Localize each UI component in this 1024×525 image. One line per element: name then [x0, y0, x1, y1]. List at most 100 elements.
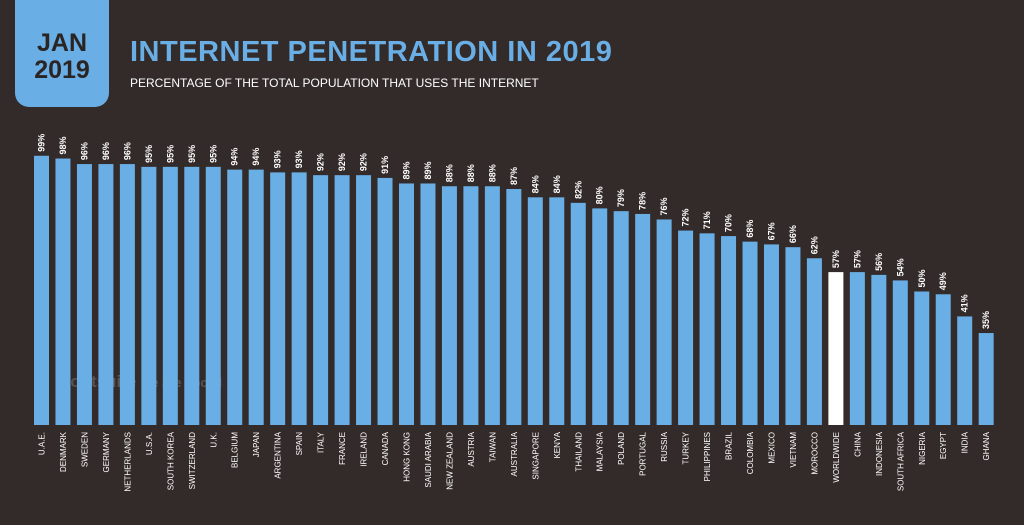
chart-subtitle: PERCENTAGE OF THE TOTAL POPULATION THAT …: [130, 76, 539, 90]
category-label: CHINA: [853, 431, 862, 457]
category-label: DENMARK: [59, 431, 68, 472]
data-label: 93%: [273, 150, 283, 168]
bar: [785, 247, 801, 425]
badge-month: JAN: [36, 28, 87, 57]
bar: [484, 186, 500, 425]
category-label: JAPAN: [252, 432, 261, 457]
data-label: 98%: [58, 137, 68, 155]
category-label: INDIA: [961, 431, 970, 453]
bar: [34, 155, 49, 425]
category-label: SPAIN: [295, 432, 304, 456]
bar: [162, 166, 178, 425]
data-label: 57%: [831, 250, 841, 268]
data-label: 89%: [401, 161, 411, 179]
category-label: POLAND: [617, 432, 626, 465]
category-label: KENYA: [553, 431, 562, 458]
category-label: NIGERIA: [918, 431, 927, 465]
bar: [570, 202, 586, 425]
category-label: HONG KONG: [402, 432, 411, 482]
bar: [184, 166, 200, 425]
bar: [291, 172, 307, 425]
data-label: 35%: [981, 311, 991, 329]
category-label: WORLDWIDE: [832, 432, 841, 483]
data-label: 94%: [251, 148, 261, 166]
data-label: 54%: [895, 258, 905, 276]
data-label: 41%: [960, 294, 970, 312]
category-label: SINGAPORE: [531, 432, 540, 480]
category-label: VIETNAM: [789, 432, 798, 468]
bar: [227, 169, 243, 425]
data-label: 96%: [79, 142, 89, 160]
category-label: TURKEY: [682, 431, 691, 464]
data-label: 57%: [852, 250, 862, 268]
bar: [678, 230, 694, 425]
bar: [420, 183, 436, 425]
bar: [721, 236, 737, 425]
bar: [549, 197, 565, 425]
bar: [506, 189, 522, 425]
data-label: 49%: [938, 272, 948, 290]
bar: [98, 164, 114, 425]
data-label: 95%: [208, 145, 218, 163]
category-label: SWITZERLAND: [188, 432, 197, 490]
bar: [613, 211, 629, 425]
category-label: CANADA: [381, 431, 390, 465]
data-label: 96%: [122, 142, 132, 160]
data-label: 50%: [917, 269, 927, 287]
data-label: 72%: [681, 209, 691, 227]
category-label: INDONESIA: [875, 431, 884, 476]
category-label: EGYPT: [939, 432, 948, 459]
data-label: 92%: [337, 153, 347, 171]
category-label: BRAZIL: [725, 431, 734, 460]
data-label: 67%: [766, 222, 776, 240]
data-label: 82%: [573, 181, 583, 199]
data-label: 95%: [144, 145, 154, 163]
category-label: MEXICO: [767, 432, 776, 464]
category-label: BELGIUM: [231, 432, 240, 468]
bar: [55, 158, 71, 426]
category-label: MALAYSIA: [596, 431, 605, 471]
data-label: 79%: [616, 189, 626, 207]
category-label: U.S.A.: [145, 432, 154, 455]
bar: [313, 175, 329, 425]
bar: [270, 172, 286, 425]
data-label: 92%: [316, 153, 326, 171]
category-label: AUSTRALIA: [510, 431, 519, 476]
data-label: 96%: [101, 142, 111, 160]
bar: [76, 164, 92, 425]
category-label: IRELAND: [360, 432, 369, 467]
category-label: FRANCE: [338, 432, 347, 465]
category-label: MOROCCO: [810, 432, 819, 475]
data-label: 95%: [187, 145, 197, 163]
category-label: GERMANY: [102, 431, 111, 472]
category-label: TAIWAN: [488, 432, 497, 462]
data-label: 78%: [638, 192, 648, 210]
bar: [141, 166, 157, 425]
data-label: 66%: [788, 225, 798, 243]
bar: [763, 244, 779, 425]
category-label: U.A.E.: [38, 432, 47, 455]
bar: [914, 291, 930, 425]
data-label: 95%: [165, 145, 175, 163]
category-label: SOUTH AFRICA: [896, 431, 905, 491]
data-label: 88%: [466, 164, 476, 182]
data-label: 87%: [509, 167, 519, 185]
category-label: RUSSIA: [660, 431, 669, 461]
bar: [935, 294, 951, 425]
data-label: 94%: [230, 148, 240, 166]
chart-title: INTERNET PENETRATION IN 2019: [130, 36, 613, 68]
bar: [806, 258, 822, 425]
data-label: 68%: [745, 220, 755, 238]
data-label: 88%: [487, 164, 497, 182]
bar: [957, 316, 973, 425]
data-label: 89%: [423, 161, 433, 179]
data-label: 56%: [874, 253, 884, 271]
bar: [635, 213, 651, 425]
bar: [828, 272, 844, 425]
category-label: SWEDEN: [80, 432, 89, 467]
category-label: THAILAND: [574, 432, 583, 472]
bar: [871, 274, 887, 425]
data-label: 84%: [552, 175, 562, 193]
category-label: NEW ZEALAND: [445, 432, 454, 490]
